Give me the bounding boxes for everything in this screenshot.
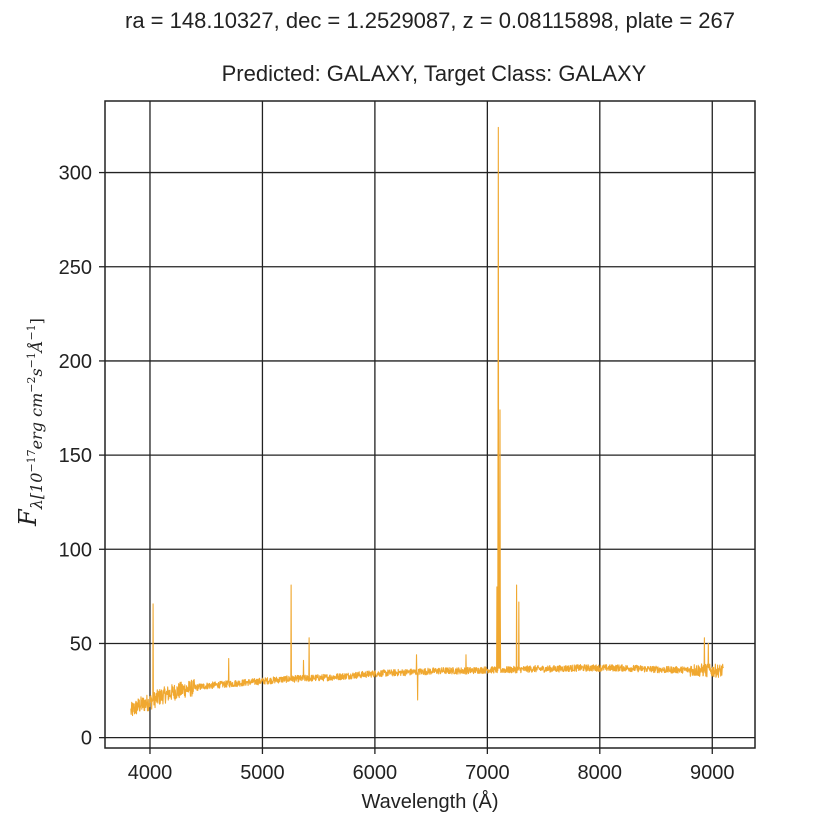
x-tick-label: 7000 — [465, 762, 510, 784]
y-label-mid: erg cm — [27, 393, 46, 450]
x-tick-label: 9000 — [690, 762, 735, 784]
spectrum-line — [130, 126, 724, 717]
y-tick-label: 200 — [59, 351, 92, 373]
y-axis-label: Fλ[10−17erg cm−2s−1Å−1] — [14, 318, 46, 527]
y-label-exp3: −1 — [25, 352, 38, 368]
y-tick-label: 100 — [59, 539, 92, 561]
y-tick-label: 150 — [59, 445, 92, 467]
y-label-exp4: −1 — [25, 324, 38, 340]
y-tick-label: 300 — [59, 163, 92, 185]
chart-suptitle: ra = 148.10327, dec = 1.2529087, z = 0.0… — [125, 8, 735, 33]
plot-frame — [104, 100, 756, 749]
y-tick-label: 0 — [81, 728, 92, 750]
x-axis-ticks: 4000 5000 6000 7000 8000 9000 — [128, 748, 735, 784]
y-label-close: ] — [27, 318, 46, 324]
y-label-a: Å — [26, 341, 46, 355]
y-tick-label: 50 — [70, 633, 92, 655]
x-tick-label: 8000 — [578, 762, 623, 784]
x-tick-label: 6000 — [353, 762, 398, 784]
y-label-exp1: −17 — [25, 449, 38, 472]
y-tick-label: 250 — [59, 257, 92, 279]
svg-text:Fλ[10−17erg cm−2s−1Å−1]: Fλ[10−17erg cm−2s−1Å−1] — [14, 318, 46, 527]
y-label-s: s — [27, 368, 46, 376]
x-tick-label: 5000 — [240, 762, 285, 784]
x-tick-label: 4000 — [128, 762, 173, 784]
grid — [105, 101, 755, 748]
y-label-exp2: −2 — [25, 377, 38, 393]
y-label-main: F — [14, 508, 42, 527]
x-axis-label: Wavelength (Å) — [361, 790, 498, 813]
y-axis-ticks: 0 50 100 150 200 250 300 — [59, 163, 105, 750]
chart-title: Predicted: GALAXY, Target Class: GALAXY — [222, 61, 647, 86]
y-label-sub: λ[10 — [27, 473, 46, 511]
plot-area — [105, 101, 755, 748]
